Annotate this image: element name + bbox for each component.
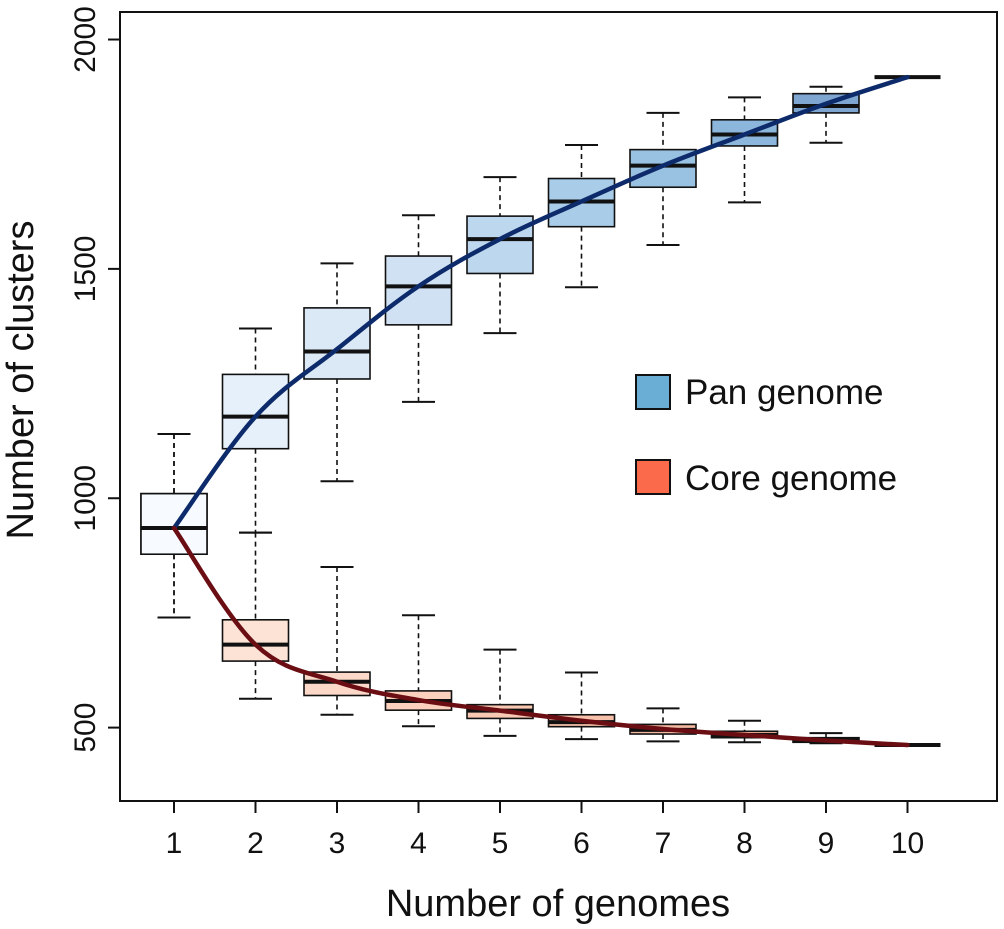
x-tick-label-9: 9 <box>818 827 835 860</box>
x-tick-label-8: 8 <box>736 827 753 860</box>
box-pan-4 <box>384 214 453 403</box>
legend-label-core: Core genome <box>685 459 897 498</box>
box-pan-2 <box>221 327 290 534</box>
y-tick-label-1500: 1500 <box>69 236 102 303</box>
box-core-4 <box>384 614 453 728</box>
legend-label-pan: Pan genome <box>685 373 883 412</box>
box-core-6 <box>547 671 616 741</box>
legend-swatch-pan <box>635 374 671 410</box>
box-core-3 <box>303 566 371 716</box>
box-body <box>221 373 290 450</box>
box-body <box>466 215 534 275</box>
curve-pan <box>171 74 910 531</box>
y-tick-label-1000: 1000 <box>69 465 102 532</box>
x-tick-label-7: 7 <box>655 827 672 860</box>
box-pan-7 <box>629 111 697 247</box>
box-pan-8 <box>710 96 779 204</box>
x-tick-label-2: 2 <box>247 827 264 860</box>
box-pan-3 <box>303 262 371 483</box>
x-tick-label-6: 6 <box>573 827 590 860</box>
curve-core <box>171 525 910 748</box>
x-tick-label-10: 10 <box>891 827 924 860</box>
legend-swatch-core <box>635 459 671 495</box>
box-body <box>221 619 290 662</box>
y-axis-title: Number of clusters <box>0 221 42 540</box>
y-tick-label-2000: 2000 <box>69 6 102 73</box>
box-pan-6 <box>547 144 616 289</box>
box-pan-1 <box>140 433 208 619</box>
x-tick-label-1: 1 <box>166 827 183 860</box>
x-tick-label-4: 4 <box>410 827 427 860</box>
box-core-5 <box>466 648 534 737</box>
axes-layer: 500 1000 1500 2000 1 2 3 4 5 6 7 8 9 10 <box>69 6 924 860</box>
legend: Pan genome Core genome <box>635 373 897 498</box>
curves-layer <box>171 74 910 748</box>
plot-frame <box>119 11 998 802</box>
x-tick-label-5: 5 <box>492 827 509 860</box>
box-body <box>140 492 208 556</box>
box-body <box>384 255 453 326</box>
y-tick-label-500: 500 <box>69 703 102 753</box>
x-axis-title: Number of genomes <box>386 883 730 925</box>
x-tick-label-3: 3 <box>329 827 346 860</box>
box-pan-5 <box>466 176 534 335</box>
